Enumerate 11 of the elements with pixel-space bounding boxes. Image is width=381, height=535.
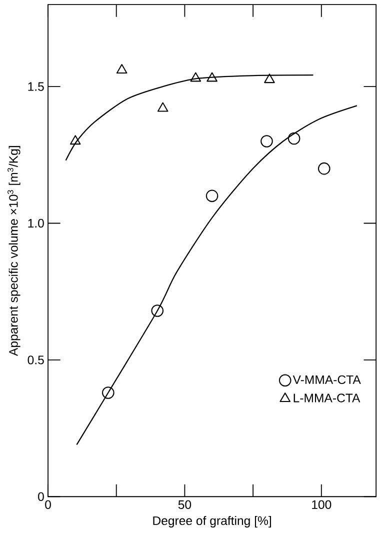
y-tick-label: 0 — [38, 492, 44, 501]
x-tick-label: 100 — [312, 500, 332, 509]
y-tick-label: 1.0 — [28, 218, 44, 228]
x-tick-label: 50 — [178, 500, 192, 509]
x-axis-title: Degree of grafting [%] — [153, 516, 272, 528]
legend-label: V-MMA-CTA — [293, 375, 362, 384]
y-tick-label: 0.5 — [28, 356, 44, 364]
y-tick-label: 1.5 — [28, 82, 44, 91]
x-tick-label: 0 — [45, 500, 52, 509]
legend-label: L-MMA-CTA — [294, 394, 360, 402]
y-axis-title: Apparent specific volume ×10$^{3}$ [m$^{3}$/Kg] — [8, 146, 20, 356]
